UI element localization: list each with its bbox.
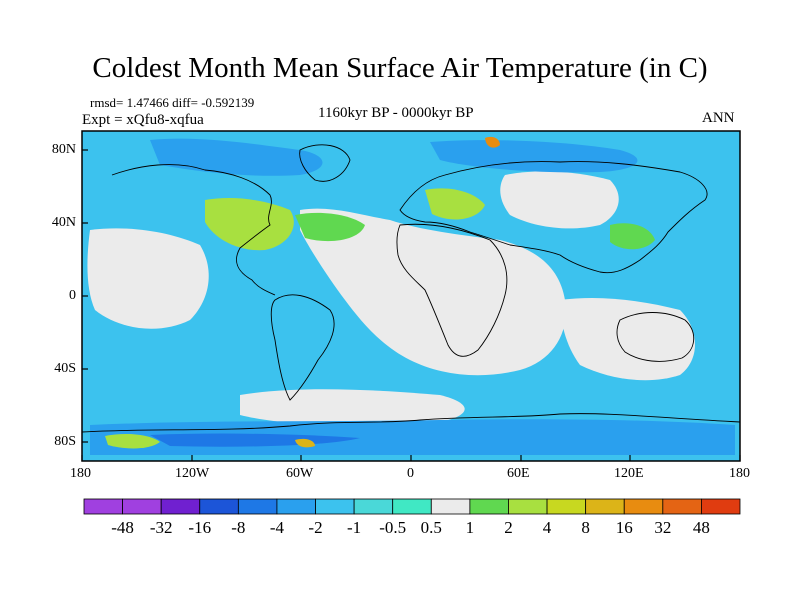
x-tick-label: 180	[70, 466, 91, 481]
stats-text: rmsd= 1.47466 diff= -0.592139	[90, 95, 255, 110]
field-zero-atlantic-africa	[300, 208, 566, 376]
colorbar-box	[469, 498, 509, 515]
field-warm-north-america	[205, 198, 294, 251]
colorbar-label: -8	[231, 518, 246, 537]
coast-south-america	[270, 294, 335, 401]
period-label: 1160kyr BP - 0000kyr BP	[318, 105, 474, 121]
experiment-label: Expt = xQfu8-xqfua	[82, 112, 204, 128]
colorbar-label: 2	[504, 518, 513, 537]
x-tick-label: 120W	[175, 466, 210, 481]
field-zero-eurasia	[500, 171, 619, 229]
field-warm-europe	[425, 188, 485, 220]
colorbar-label: 4	[542, 518, 552, 537]
colorbar-box	[160, 498, 201, 515]
colorbar-label: 1	[465, 518, 475, 537]
colorbar-label: -4	[269, 518, 285, 537]
x-tick-label: 60E	[507, 466, 530, 481]
coast-africa	[396, 223, 508, 357]
axis-ticks	[81, 149, 741, 461]
coast-antarctica	[82, 413, 740, 433]
x-tick-label: 0	[407, 466, 414, 481]
field-warm-spot-1	[485, 136, 500, 148]
colorbar-box	[276, 498, 316, 515]
colorbar-box	[623, 498, 664, 515]
colorbar-label: 8	[581, 518, 590, 537]
colorbar-label: 16	[615, 518, 633, 537]
field-warm-atlantic	[295, 212, 365, 242]
season-label: ANN	[702, 110, 735, 126]
y-tick-label: 40N	[51, 215, 76, 230]
coast-north-america	[111, 164, 276, 296]
colorbar-label: -2	[308, 518, 323, 537]
chart-title: Coldest Month Mean Surface Air Temperatu…	[92, 52, 708, 84]
colorbar-box	[315, 498, 355, 515]
field-zero-pacific	[87, 228, 209, 329]
colorbar-box	[662, 498, 702, 515]
colorbar-box	[392, 498, 432, 515]
colorbar-label: -0.5	[379, 518, 407, 537]
colorbar-label: -32	[149, 518, 173, 537]
field-warm-china	[610, 223, 655, 250]
field-cool-arctic-east	[430, 140, 638, 173]
coast-greenland	[299, 144, 351, 182]
y-tick-label: 80S	[54, 434, 76, 449]
field-warm-southern	[105, 434, 160, 449]
colorbar-box	[237, 498, 278, 515]
colorbar	[83, 498, 741, 515]
colorbar-box	[546, 498, 587, 515]
x-tick-label: 120E	[614, 466, 644, 481]
field-zero-indian	[560, 298, 695, 381]
coast-europe-asia	[399, 161, 708, 274]
x-tick-label: 180	[729, 466, 750, 481]
field-zero-southern	[240, 389, 465, 427]
colorbar-box	[508, 498, 548, 515]
colorbar-label: -1	[347, 518, 362, 537]
colorbar-label: 48	[692, 518, 710, 537]
field-warm-spot-2	[295, 438, 315, 448]
y-tick-label: 80N	[51, 142, 76, 157]
colorbar-label: -16	[188, 518, 212, 537]
map-field	[82, 131, 740, 461]
colorbar-box	[83, 498, 123, 515]
colorbar-box	[430, 498, 471, 515]
colorbar-label: -48	[111, 518, 134, 537]
x-tick-label: 60W	[286, 466, 314, 481]
colorbar-box	[199, 498, 239, 515]
coastlines	[82, 144, 740, 433]
colorbar-label: 0.5	[420, 518, 442, 537]
y-tick-label: 0	[69, 288, 76, 303]
colorbar-box	[701, 498, 741, 515]
colorbar-label: 32	[654, 518, 672, 537]
coast-australia	[616, 312, 695, 362]
y-tick-label: 40S	[54, 361, 76, 376]
colorbar-box	[353, 498, 394, 515]
colorbar-box	[122, 498, 162, 515]
colorbar-box	[585, 498, 625, 515]
